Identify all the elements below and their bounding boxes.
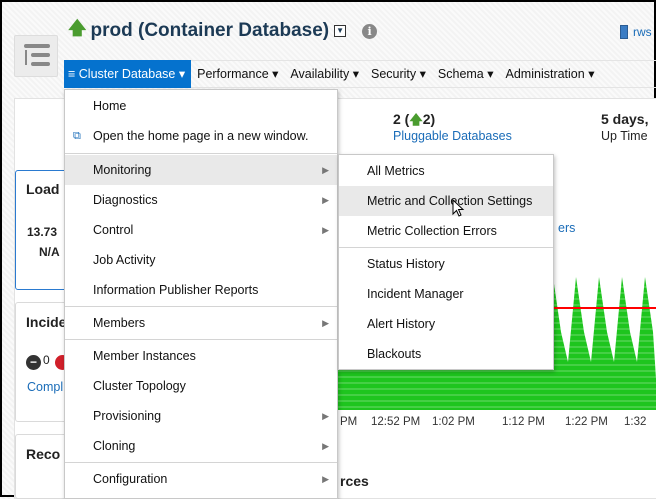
submenu-item-label: All Metrics	[367, 164, 425, 178]
reco-title: Reco	[26, 446, 61, 462]
submenu-item-label: Metric and Collection Settings	[367, 194, 533, 208]
menu-item-job-activity[interactable]: Job Activity	[65, 245, 337, 275]
info-icon[interactable]: i	[362, 23, 378, 39]
incidents-title: Incide	[26, 314, 67, 330]
target-navigation-button[interactable]	[14, 35, 58, 77]
load-value: 13.73	[27, 225, 58, 239]
host-label: rws	[633, 25, 652, 39]
pdb-count: 2 (🡅2)	[393, 111, 436, 127]
load-na: N/A	[39, 245, 60, 259]
submenu-item-metric-and-collection-settings[interactable]: Metric and Collection Settings	[339, 186, 553, 216]
nav-performance[interactable]: Performance ▾	[197, 67, 279, 81]
submenu-item-all-metrics[interactable]: All Metrics	[339, 156, 553, 186]
submenu-arrow-icon: ▶	[322, 225, 329, 235]
menu-item-cloning[interactable]: Cloning ▶	[65, 431, 337, 461]
resources-title: rces	[340, 473, 369, 489]
page-title: 🡅 prod (Container Database) ▼ i	[68, 16, 378, 46]
nav-bar: ≡ Cluster Database ▾ Performance ▾ Avail…	[64, 60, 656, 88]
submenu-arrow-icon: ▶	[322, 318, 329, 328]
submenu-arrow-icon: ▶	[322, 411, 329, 421]
menu-item-diagnostics[interactable]: Diagnostics ▶	[65, 185, 337, 215]
uptime-value: 5 days,	[601, 111, 649, 127]
x-tick-label: 1:12 PM	[502, 416, 545, 428]
submenu-arrow-icon: ▶	[322, 195, 329, 205]
nav-schema[interactable]: Schema ▾	[437, 67, 494, 81]
incidents-count: 0	[43, 353, 50, 367]
nav-security[interactable]: Security ▾	[371, 67, 426, 81]
menu-item-label: Members	[93, 316, 146, 330]
submenu-item-label: Status History	[367, 257, 445, 271]
menu-item-label: Provisioning	[93, 409, 162, 423]
submenu-item-status-history[interactable]: Status History	[339, 249, 553, 279]
menu-item-label: Cloning	[93, 439, 136, 453]
compliance-link[interactable]: Compl	[27, 380, 64, 394]
submenu-item-label: Blackouts	[367, 347, 422, 361]
menu-item-label: Home	[93, 99, 127, 113]
server-icon	[620, 25, 628, 39]
host-link[interactable]: rws	[620, 25, 652, 39]
submenu-arrow-icon: ▶	[322, 474, 329, 484]
menu-item-label: Cluster Topology	[93, 379, 186, 393]
submenu-item-blackouts[interactable]: Blackouts	[339, 339, 553, 369]
status-up-icon: 🡅	[68, 18, 87, 38]
load-title: Load	[26, 181, 60, 197]
submenu-item-label: Alert History	[367, 317, 436, 331]
x-tick-label: 1:02 PM	[432, 416, 475, 428]
x-tick-label: 1:32	[624, 416, 647, 428]
menu-item-open-the-home-page-in-a-new-window[interactable]: ⧉ Open the home page in a new window.	[65, 121, 337, 151]
menu-item-configuration[interactable]: Configuration ▶	[65, 464, 337, 494]
target-name: prod (Container Database)	[90, 20, 330, 41]
menu-item-label: Open the home page in a new window.	[93, 129, 309, 143]
x-tick-label: 12:52 PM	[371, 416, 421, 428]
menu-item-control[interactable]: Control ▶	[65, 215, 337, 245]
menu-item-label: Member Instances	[93, 349, 196, 363]
nav-availability[interactable]: Availability ▾	[290, 67, 359, 81]
menu-item-monitoring[interactable]: Monitoring ▶	[65, 155, 337, 185]
menu-separator	[339, 247, 553, 248]
target-menu-dropdown-icon[interactable]: ▼	[334, 25, 347, 37]
cluster-database-menu: Home ⧉ Open the home page in a new window.…	[64, 89, 338, 499]
uptime-label: Up Time	[601, 129, 648, 143]
menu-item-label: Job Activity	[93, 253, 156, 267]
pluggable-databases-link[interactable]: Pluggable Databases	[393, 129, 512, 143]
submenu-item-label: Metric Collection Errors	[367, 224, 497, 238]
submenu-item-incident-manager[interactable]: Incident Manager	[339, 279, 553, 309]
mouse-cursor-icon	[452, 199, 465, 217]
menu-item-provisioning[interactable]: Provisioning ▶	[65, 401, 337, 431]
new-window-icon: ⧉	[73, 130, 81, 142]
menu-item-member-instances[interactable]: Member Instances	[65, 341, 337, 371]
submenu-item-alert-history[interactable]: Alert History	[339, 309, 553, 339]
menu-item-cluster-topology[interactable]: Cluster Topology	[65, 371, 337, 401]
menu-item-members[interactable]: Members ▶	[65, 308, 337, 338]
menu-item-label: Control	[93, 223, 134, 237]
x-tick-label: PM	[340, 416, 358, 428]
menu-separator	[65, 306, 337, 307]
menu-separator	[65, 153, 337, 154]
menu-separator	[65, 339, 337, 340]
up-arrow-icon: 🡅	[409, 112, 423, 127]
menu-item-label: Diagnostics	[93, 193, 158, 207]
submenu-item-label: Incident Manager	[367, 287, 464, 301]
nav-administration[interactable]: Administration ▾	[505, 67, 595, 81]
x-tick-label: 1:22 PM	[565, 416, 608, 428]
submenu-item-metric-collection-errors[interactable]: Metric Collection Errors	[339, 216, 553, 246]
menu-separator	[65, 462, 337, 463]
menu-item-label: Information Publisher Reports	[93, 283, 259, 297]
blocked-icon: −	[26, 355, 41, 370]
menu-item-home[interactable]: Home	[65, 91, 337, 121]
members-link[interactable]: ers	[558, 221, 576, 235]
monitoring-submenu: All Metrics Metric and Collection Setting…	[338, 154, 554, 370]
menu-item-label: Monitoring	[93, 163, 152, 177]
nav-cluster-database[interactable]: ≡ Cluster Database ▾	[64, 60, 192, 88]
submenu-arrow-icon: ▶	[322, 441, 329, 451]
submenu-arrow-icon: ▶	[322, 165, 329, 175]
menu-item-label: Configuration	[93, 472, 168, 486]
menu-item-information-publisher-reports[interactable]: Information Publisher Reports	[65, 275, 337, 305]
